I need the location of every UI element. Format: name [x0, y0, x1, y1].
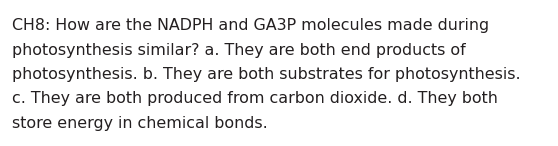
Text: photosynthesis. b. They are both substrates for photosynthesis.: photosynthesis. b. They are both substra…	[12, 67, 521, 82]
Text: photosynthesis similar? a. They are both end products of: photosynthesis similar? a. They are both…	[12, 42, 466, 58]
Text: store energy in chemical bonds.: store energy in chemical bonds.	[12, 116, 268, 131]
Text: CH8: How are the NADPH and GA3P molecules made during: CH8: How are the NADPH and GA3P molecule…	[12, 18, 489, 33]
Text: c. They are both produced from carbon dioxide. d. They both: c. They are both produced from carbon di…	[12, 92, 498, 106]
